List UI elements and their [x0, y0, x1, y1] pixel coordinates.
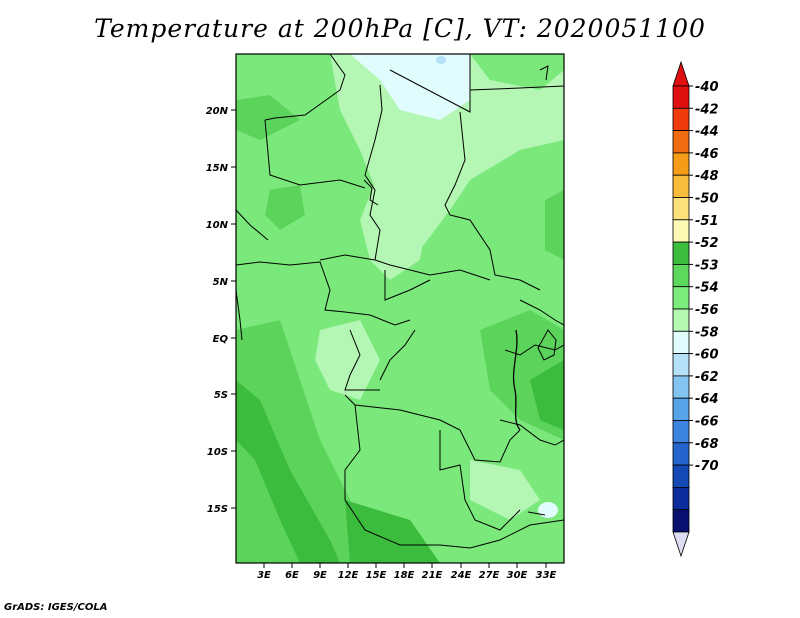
map-frame	[235, 53, 565, 564]
colorbar-swatch	[672, 152, 690, 176]
colorbar-label: -40	[695, 80, 719, 95]
colorbar-swatch	[672, 442, 690, 466]
lat-label: 20N	[206, 106, 229, 117]
colorbar-swatch	[672, 174, 690, 198]
colorbar-swatch	[672, 85, 690, 109]
lon-label: 12E	[338, 570, 359, 581]
colorbar-swatch	[672, 509, 690, 533]
colorbar-swatch	[672, 286, 690, 310]
map-title: Temperature at 200hPa [C], VT: 202005110…	[94, 14, 706, 43]
colorbar-swatch	[672, 375, 690, 399]
lon-label: 27E	[479, 570, 500, 581]
latitude-axis: 20N 15N 10N 5N EQ 5S 10S 15S	[206, 106, 236, 515]
lat-label: 10N	[206, 220, 229, 231]
colorbar-swatch	[672, 263, 690, 288]
lon-label: 9E	[313, 570, 327, 581]
lat-label: 5S	[214, 390, 228, 401]
colorbar-label: -54	[695, 281, 719, 296]
colorbar-labels: -40 -42 -44 -46 -48 -50 -51 -52 -53 -54 -56 -58 -60 -…	[689, 80, 719, 474]
colorbar-label: -42	[695, 102, 719, 117]
colorbar-label: -64	[695, 392, 719, 407]
colorbar-label: -62	[695, 370, 719, 385]
colorbar-swatch	[672, 197, 690, 221]
lon-label: 15E	[366, 570, 387, 581]
colorbar: -40 -42 -44 -46 -48 -50 -51 -52 -53 -54 -56 -58 -60 -…	[672, 60, 719, 558]
colorbar-label: -56	[695, 303, 719, 318]
lon-label: 18E	[394, 570, 415, 581]
colorbar-label: -48	[695, 169, 719, 184]
colorbar-label: -46	[695, 147, 719, 162]
colorbar-label: -68	[695, 437, 719, 452]
colorbar-label: -50	[695, 192, 719, 207]
lat-label: 15S	[207, 504, 228, 515]
longitude-axis: 3E 6E 9E 12E 15E 18E 21E 24E 27E 30E 33E	[257, 563, 557, 581]
colorbar-swatch	[672, 486, 690, 511]
colorbar-label: -44	[695, 125, 719, 140]
colorbar-swatch	[672, 219, 690, 243]
colorbar-bottom-arrow	[672, 531, 690, 558]
colorbar-swatch	[672, 353, 690, 377]
lon-label: 30E	[507, 570, 528, 581]
colorbar-label: -70	[695, 459, 719, 474]
colorbar-boxes	[672, 85, 690, 533]
colorbar-swatch	[672, 130, 690, 154]
colorbar-swatch	[672, 241, 690, 265]
lat-label: 10S	[207, 447, 228, 458]
colorbar-label: -66	[695, 415, 719, 430]
colorbar-swatch	[672, 308, 690, 332]
lat-label: 15N	[206, 163, 229, 174]
colorbar-swatch	[672, 397, 690, 421]
lon-label: 21E	[422, 570, 443, 581]
lon-label: 6E	[285, 570, 299, 581]
lat-label: 5N	[213, 277, 229, 288]
lon-label: 24E	[451, 570, 472, 581]
colorbar-label: -52	[695, 236, 719, 251]
colorbar-swatch	[672, 420, 690, 444]
colorbar-swatch	[672, 330, 690, 354]
lon-label: 33E	[536, 570, 557, 581]
colorbar-top-arrow	[672, 60, 690, 87]
credit-text: GrADS: IGES/COLA	[4, 602, 108, 613]
colorbar-label: -58	[695, 325, 719, 340]
colorbar-label: -53	[695, 258, 719, 273]
lon-label: 3E	[257, 570, 271, 581]
temperature-field	[236, 54, 564, 563]
colorbar-label: -51	[695, 214, 719, 229]
colorbar-swatch	[672, 464, 690, 488]
lat-label: EQ	[213, 334, 229, 345]
colorbar-label: -60	[695, 348, 719, 363]
colorbar-swatch	[672, 107, 690, 132]
